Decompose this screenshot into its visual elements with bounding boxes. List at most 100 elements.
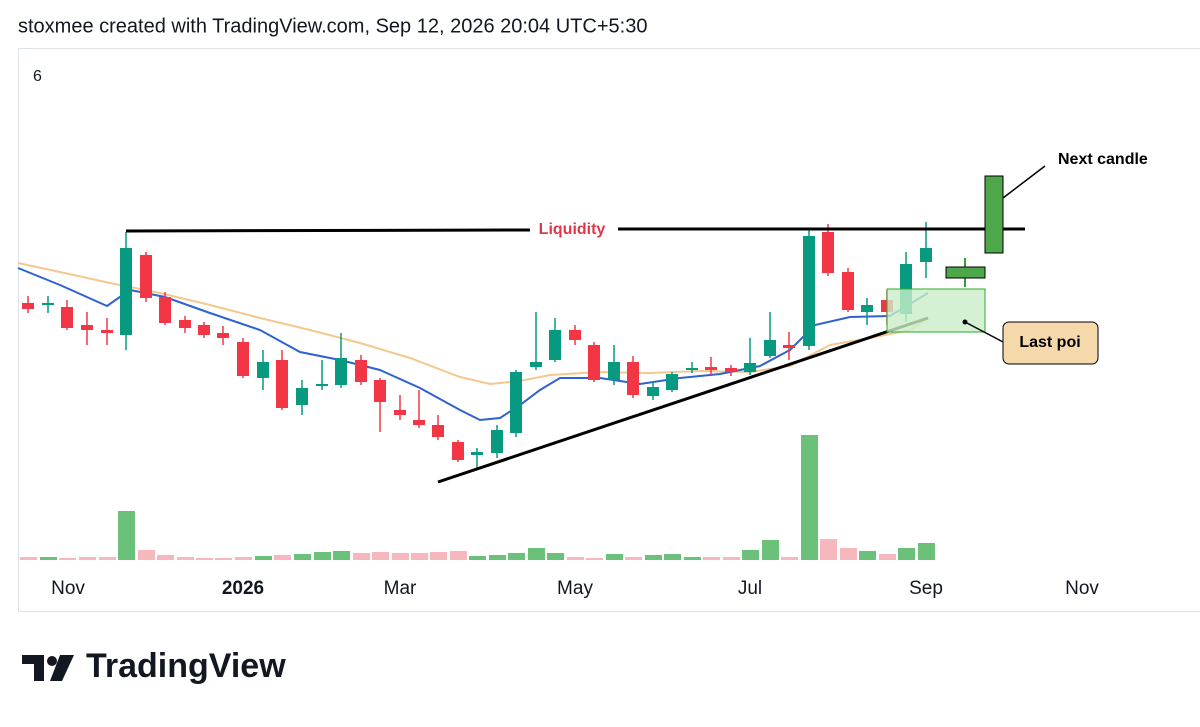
volume-bar: [664, 554, 681, 560]
candle-body: [22, 303, 34, 309]
pointer-dot: [963, 320, 968, 325]
candle-body: [510, 372, 522, 433]
volume-bar: [762, 540, 779, 560]
candle-body: [316, 384, 328, 386]
volume-bar: [40, 557, 57, 560]
volume-bar: [314, 552, 331, 560]
x-axis-label: 2026: [222, 578, 264, 599]
volume-bar: [918, 543, 935, 560]
volume-bar: [79, 557, 96, 560]
volume-bar: [450, 551, 467, 560]
volume-bar: [723, 557, 740, 560]
x-axis-label: Sep: [909, 578, 943, 599]
volume-bar: [703, 557, 720, 560]
candle-body: [686, 368, 698, 370]
volume-bar: [586, 558, 603, 560]
volume-bar: [684, 557, 701, 560]
x-axis-label: Nov: [51, 578, 85, 599]
candle-body: [744, 363, 756, 372]
candle-body: [413, 420, 425, 425]
corner-label: 6: [33, 68, 42, 85]
candle-body: [42, 303, 54, 305]
candle-body: [471, 452, 483, 455]
candle-body: [705, 367, 717, 370]
candle-body: [549, 330, 561, 360]
next-candle: [985, 176, 1003, 253]
candle-body: [530, 362, 542, 367]
next-small-candle: [946, 267, 985, 278]
volume-bar: [898, 548, 915, 560]
volume-bar: [157, 555, 174, 560]
candle-body: [276, 360, 288, 408]
volume-bar: [20, 557, 37, 560]
candle-body: [842, 272, 854, 310]
candle-body: [179, 320, 191, 328]
brand-name: TradingView: [86, 647, 286, 685]
brand-logo: [22, 655, 74, 681]
volume-bar: [392, 553, 409, 560]
candle-body: [783, 345, 795, 348]
candle-body: [861, 305, 873, 312]
volume-bar: [215, 558, 232, 560]
x-axis-label: May: [557, 578, 593, 599]
volume-bar: [255, 556, 272, 560]
volume-bar: [781, 557, 798, 560]
candle-body: [432, 425, 444, 437]
candle-body: [374, 380, 386, 402]
volume-bar: [547, 553, 564, 560]
candle-body: [217, 333, 229, 338]
header-text: stoxmee created with TradingView.com, Se…: [18, 15, 647, 37]
liquidity-line: [126, 230, 530, 231]
volume-bar: [99, 557, 116, 560]
candle-body: [120, 248, 132, 335]
volume-bar: [469, 556, 486, 560]
volume-bar: [118, 511, 135, 560]
candle-body: [237, 342, 249, 376]
volume-bar: [742, 550, 759, 560]
volume-bar: [645, 555, 662, 560]
volume-bar: [353, 553, 370, 560]
volume-bar: [625, 557, 642, 560]
volume-bar: [411, 553, 428, 560]
candle-body: [81, 325, 93, 330]
candle-body: [198, 325, 210, 335]
candle-body: [803, 236, 815, 346]
volume-bar: [859, 551, 876, 560]
volume-bar: [177, 557, 194, 560]
volume-bar: [840, 548, 857, 560]
x-axis-label: Mar: [384, 578, 417, 599]
candle-body: [296, 388, 308, 405]
candle-body: [588, 345, 600, 380]
candle-body: [647, 387, 659, 396]
volume-bar: [59, 558, 76, 560]
volume-bar: [430, 552, 447, 560]
next-candle-label: Next candle: [1058, 151, 1148, 168]
candle-body: [452, 442, 464, 460]
candle-body: [61, 307, 73, 328]
candle-body: [608, 362, 620, 380]
candle-body: [764, 340, 776, 356]
candle-body: [569, 330, 581, 340]
candle-body: [355, 360, 367, 382]
candle-body: [666, 374, 678, 390]
volume-bar: [196, 558, 213, 560]
volume-bar: [508, 553, 525, 560]
candle-body: [725, 368, 737, 372]
candle-body: [257, 362, 269, 378]
volume-bar: [372, 552, 389, 560]
candle-body: [920, 248, 932, 262]
candle-body: [394, 410, 406, 415]
volume-bar: [333, 551, 350, 560]
volume-bar: [606, 554, 623, 560]
x-axis-label: Jul: [738, 578, 762, 599]
candle-body: [491, 430, 503, 453]
candle-body: [335, 358, 347, 385]
volume-bar: [274, 555, 291, 560]
candle-body: [101, 330, 113, 333]
candle-body: [627, 362, 639, 395]
volume-bar: [567, 557, 584, 560]
volume-bar: [879, 554, 896, 560]
liquidity-label: Liquidity: [539, 221, 606, 238]
candle-body: [140, 255, 152, 298]
